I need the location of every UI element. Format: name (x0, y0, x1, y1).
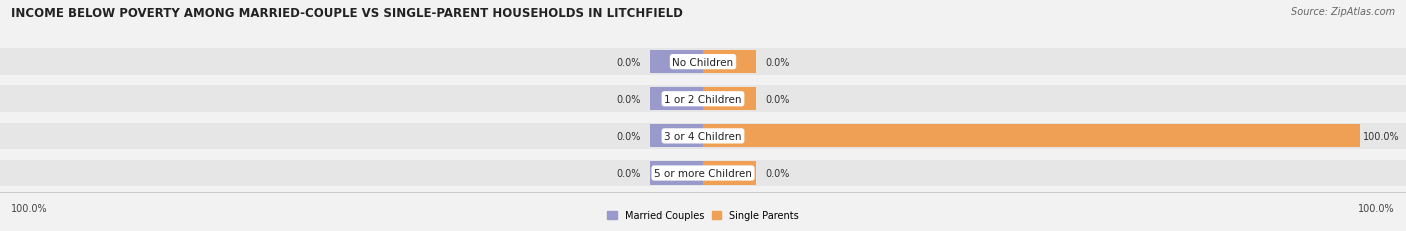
Bar (0, 160, 1406, 187)
Bar (703, 162, 755, 185)
Text: 0.0%: 0.0% (616, 57, 641, 67)
Bar (651, 125, 703, 148)
Bar (0, 49, 1406, 76)
Text: 3 or 4 Children: 3 or 4 Children (664, 131, 742, 141)
Bar (0, 86, 1406, 113)
Bar (651, 51, 703, 74)
Text: Source: ZipAtlas.com: Source: ZipAtlas.com (1291, 7, 1395, 17)
Bar (703, 88, 755, 111)
Legend: Married Couples, Single Parents: Married Couples, Single Parents (603, 206, 803, 224)
Text: INCOME BELOW POVERTY AMONG MARRIED-COUPLE VS SINGLE-PARENT HOUSEHOLDS IN LITCHFI: INCOME BELOW POVERTY AMONG MARRIED-COUPL… (11, 7, 683, 20)
Text: No Children: No Children (672, 57, 734, 67)
Text: 1 or 2 Children: 1 or 2 Children (664, 94, 742, 104)
Bar (703, 51, 755, 74)
Text: 100.0%: 100.0% (1362, 131, 1399, 141)
Text: 0.0%: 0.0% (616, 94, 641, 104)
Bar (651, 162, 703, 185)
Text: 5 or more Children: 5 or more Children (654, 168, 752, 178)
Text: 0.0%: 0.0% (616, 131, 641, 141)
Text: 0.0%: 0.0% (765, 94, 790, 104)
Bar (0, 123, 1406, 150)
Text: 100.0%: 100.0% (11, 203, 48, 213)
Text: 100.0%: 100.0% (1358, 203, 1395, 213)
Text: 0.0%: 0.0% (765, 168, 790, 178)
Bar (651, 88, 703, 111)
Bar (703, 125, 1360, 148)
Text: 0.0%: 0.0% (765, 57, 790, 67)
Text: 0.0%: 0.0% (616, 168, 641, 178)
